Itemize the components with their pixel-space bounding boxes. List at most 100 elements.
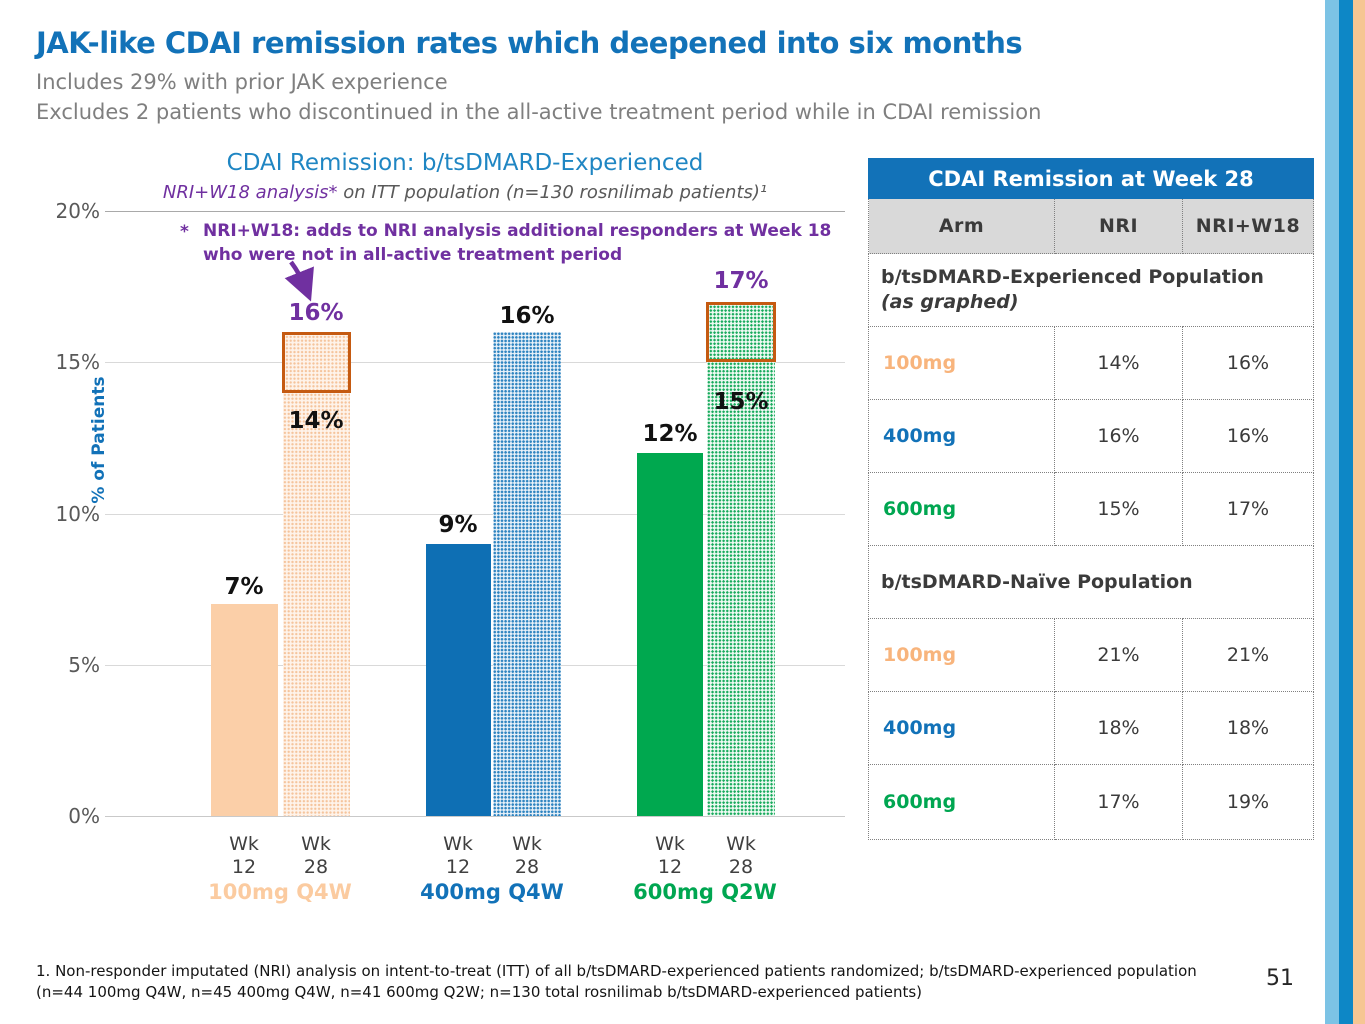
value-label-400mg-wk12: 9% — [438, 512, 478, 538]
section-header-note: (as graphed) — [881, 291, 1019, 313]
x-tick-400mg-wk28: Wk 28 — [492, 833, 562, 879]
table-row: 400mg 18% 18% — [868, 691, 1314, 765]
section-header-experienced: b/tsDMARD-Experienced Population (as gra… — [868, 253, 1314, 327]
w18-delta-box-100mg — [282, 332, 351, 393]
annotation-arrow-icon — [278, 256, 328, 308]
column-header-nri: NRI — [1054, 198, 1183, 254]
chart-subtitle-emphasis: NRI+W18 analysis* — [162, 182, 338, 203]
value-label-100mg-wk28: 14% — [288, 408, 344, 434]
nri-cell: 17% — [1054, 764, 1183, 840]
gridline-15 — [105, 362, 845, 364]
page-title: JAK-like CDAI remission rates which deep… — [36, 26, 1023, 60]
value-label-400mg-wk28: 16% — [499, 303, 555, 329]
edge-stripe-peach — [1353, 0, 1365, 1024]
page-subtitle-1: Includes 29% with prior JAK experience — [36, 70, 448, 94]
table-row: 100mg 14% 16% — [868, 326, 1314, 400]
bar-100mg-wk12 — [211, 604, 278, 816]
summary-table: CDAI Remission at Week 28 Arm NRI NRI+W1… — [868, 158, 1314, 840]
y-tick-15: 15% — [55, 350, 100, 374]
section-header-text: b/tsDMARD-Naïve Population — [881, 570, 1193, 593]
footnote-line-2: (n=44 100mg Q4W, n=45 400mg Q4W, n=41 60… — [36, 983, 923, 1001]
section-header-naive: b/tsDMARD-Naïve Population — [868, 545, 1314, 619]
nri-cell: 16% — [1054, 399, 1183, 473]
page-number: 51 — [1266, 966, 1294, 991]
x-tick-100mg-wk28: Wk 28 — [281, 833, 351, 879]
column-header-arm: Arm — [868, 198, 1055, 254]
x-tick-100mg-wk12: Wk 12 — [209, 833, 279, 879]
footnote-line-1: 1. Non-responder imputated (NRI) analysi… — [36, 962, 1197, 980]
arm-cell: 400mg — [868, 691, 1055, 765]
value-label-100mg-w18: 16% — [288, 300, 344, 326]
w18-delta-box-600mg — [706, 301, 776, 363]
page-subtitle-2: Excludes 2 patients who discontinued in … — [36, 100, 1042, 124]
value-label-100mg-wk12: 7% — [224, 574, 264, 600]
x-tick-wk: Wk — [655, 833, 685, 855]
x-tick-28: 28 — [303, 856, 329, 878]
x-tick-400mg-wk12: Wk 12 — [423, 833, 493, 879]
bar-100mg-wk28 — [283, 392, 350, 816]
arm-cell: 600mg — [868, 764, 1055, 840]
y-tick-0: 0% — [68, 804, 100, 828]
nri-w18-cell: 19% — [1182, 764, 1314, 840]
x-tick-wk: Wk — [726, 833, 756, 855]
table-row: 400mg 16% 16% — [868, 399, 1314, 473]
y-tick-5: 5% — [68, 653, 100, 677]
y-tick-20: 20% — [55, 199, 100, 223]
annotation-line-1: NRI+W18: adds to NRI analysis additional… — [203, 221, 832, 241]
nri-cell: 14% — [1054, 326, 1183, 400]
value-label-600mg-wk28: 15% — [713, 389, 769, 415]
table-row: 600mg 15% 17% — [868, 472, 1314, 546]
nri-w18-cell: 17% — [1182, 472, 1314, 546]
x-tick-600mg-wk12: Wk 12 — [635, 833, 705, 879]
edge-stripe-light-blue — [1325, 0, 1339, 1024]
arm-cell: 600mg — [868, 472, 1055, 546]
group-label-100mg: 100mg Q4W — [208, 880, 352, 904]
section-header-text: b/tsDMARD-Experienced Population — [881, 266, 1264, 289]
x-tick-28: 28 — [728, 856, 754, 878]
nri-cell: 21% — [1054, 618, 1183, 692]
annotation-asterisk: * — [180, 222, 189, 242]
nri-w18-cell: 21% — [1182, 618, 1314, 692]
nri-w18-cell: 16% — [1182, 399, 1314, 473]
arm-cell: 100mg — [868, 618, 1055, 692]
arm-cell: 100mg — [868, 326, 1055, 400]
bar-400mg-wk28 — [493, 332, 561, 816]
gridline-10 — [105, 513, 845, 515]
chart-subtitle: NRI+W18 analysis* on ITT population (n=1… — [85, 182, 845, 203]
value-label-600mg-wk12: 12% — [642, 421, 698, 447]
group-label-600mg: 600mg Q2W — [633, 880, 777, 904]
footnote: 1. Non-responder imputated (NRI) analysi… — [36, 961, 1236, 1003]
table-row: 600mg 17% 19% — [868, 764, 1314, 840]
annotation-line-2: who were not in all-active treatment per… — [203, 245, 623, 265]
table-row: 100mg 21% 21% — [868, 618, 1314, 692]
gridline-0 — [105, 816, 845, 817]
nri-cell: 18% — [1054, 691, 1183, 765]
x-tick-wk: Wk — [229, 833, 259, 855]
x-tick-12: 12 — [445, 856, 471, 878]
chart-subtitle-rest: on ITT population (n=130 rosnilimab pati… — [337, 182, 768, 203]
bar-400mg-wk12 — [426, 543, 491, 816]
table-title: CDAI Remission at Week 28 — [868, 158, 1314, 199]
edge-stripe-blue — [1339, 0, 1353, 1024]
x-tick-600mg-wk28: Wk 28 — [706, 833, 776, 879]
nri-w18-cell: 16% — [1182, 326, 1314, 400]
x-tick-wk: Wk — [301, 833, 331, 855]
arm-cell: 400mg — [868, 399, 1055, 473]
value-label-600mg-w18: 17% — [713, 268, 769, 294]
group-label-400mg: 400mg Q4W — [420, 880, 564, 904]
gridline-20 — [105, 211, 845, 212]
nri-cell: 15% — [1054, 472, 1183, 546]
column-header-nri-w18: NRI+W18 — [1182, 198, 1314, 254]
x-tick-12: 12 — [231, 856, 257, 878]
x-tick-12: 12 — [657, 856, 683, 878]
bar-600mg-wk12 — [637, 453, 703, 816]
plot-area — [105, 211, 845, 817]
nri-w18-cell: 18% — [1182, 691, 1314, 765]
chart-title: CDAI Remission: b/tsDMARD-Experienced — [226, 150, 704, 176]
y-tick-10: 10% — [55, 502, 100, 526]
x-tick-wk: Wk — [443, 833, 473, 855]
bar-600mg-wk28 — [707, 362, 775, 816]
x-tick-28: 28 — [514, 856, 540, 878]
x-tick-wk: Wk — [512, 833, 542, 855]
